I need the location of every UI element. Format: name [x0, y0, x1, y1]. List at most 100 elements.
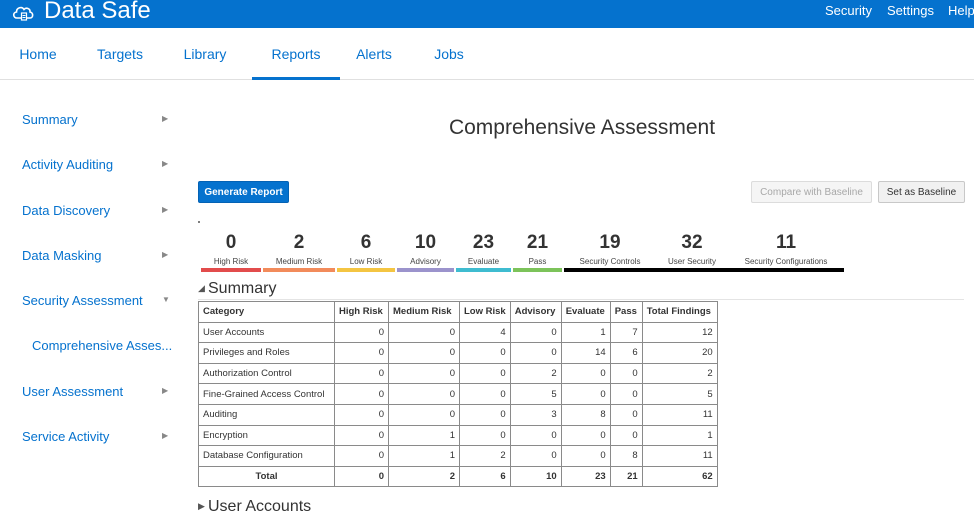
dot-marker	[198, 221, 200, 223]
table-cell: 0	[459, 342, 511, 364]
app-title: Data Safe	[44, 0, 151, 24]
chevron-right-icon: ▶	[162, 205, 169, 214]
stat-medium-risk: 2 Medium Risk	[263, 232, 335, 272]
column-header: Medium Risk	[388, 301, 460, 323]
stat-color-bar	[397, 268, 454, 272]
tab-alerts[interactable]: Alerts	[356, 46, 392, 62]
stat-pass: 21 Pass	[513, 232, 562, 272]
chevron-right-icon: ▶	[162, 159, 169, 168]
table-cell: 0	[560, 424, 611, 447]
sidebar-item-label: Comprehensive Asses...	[32, 338, 173, 353]
table-row: Fine-Grained Access Control 0 0 0 5 0 0 …	[198, 383, 718, 405]
stat-label: Medium Risk	[275, 257, 323, 266]
table-cell: 62	[641, 465, 718, 488]
set-as-baseline-button[interactable]: Set as Baseline	[878, 181, 965, 203]
stat-value: 11	[775, 232, 797, 253]
security-link[interactable]: Security	[825, 3, 872, 18]
table-cell: 2	[509, 362, 562, 385]
chevron-right-icon: ▶	[162, 250, 169, 259]
tab-reports[interactable]: Reports	[252, 28, 340, 80]
sidebar-item-label: Activity Auditing	[22, 157, 114, 172]
table-cell: 6	[609, 342, 643, 364]
top-bar: Data Safe Security Settings Help	[0, 0, 974, 28]
table-cell: 0	[609, 403, 643, 426]
settings-link[interactable]: Settings	[887, 3, 934, 18]
table-cell: 0	[334, 362, 389, 385]
sidebar-item-security-assessment[interactable]: Security Assessment ▼	[0, 287, 185, 317]
table-cell: 0	[334, 465, 389, 488]
table-cell: 12	[641, 321, 718, 344]
tab-jobs[interactable]: Jobs	[434, 46, 464, 62]
stat-label: Evaluate	[467, 257, 500, 266]
generate-report-button[interactable]: Generate Report	[198, 181, 289, 203]
sidebar-item-data-discovery[interactable]: Data Discovery ▶	[0, 197, 185, 227]
table-cell: 6	[459, 465, 511, 488]
stat-value: 21	[526, 232, 549, 253]
table-cell: 0	[560, 362, 611, 385]
column-header: Category	[198, 301, 335, 323]
tab-home[interactable]: Home	[19, 46, 57, 62]
stat-advisory: 10 Advisory	[397, 232, 454, 272]
column-header: Advisory	[509, 301, 562, 323]
sidebar-item-label: Summary	[22, 112, 78, 127]
table-cell: 5	[641, 383, 718, 405]
table-cell: 1	[388, 445, 460, 467]
table-cell: 0	[459, 362, 511, 385]
column-header: Total Findings	[641, 301, 718, 323]
table-cell: 0	[609, 424, 643, 447]
sidebar-item-data-masking[interactable]: Data Masking ▶	[0, 242, 185, 272]
table-row: Encryption 0 1 0 0 0 0 1	[198, 424, 718, 447]
sidebar-item-label: User Assessment	[22, 384, 124, 399]
table-cell: 0	[334, 424, 389, 447]
stat-value: 19	[599, 232, 621, 253]
table-cell: 8	[609, 445, 643, 467]
sidebar-item-user-assessment[interactable]: User Assessment ▶	[0, 378, 185, 408]
table-cell: Encryption	[198, 424, 335, 447]
column-header: Pass	[609, 301, 643, 323]
help-link[interactable]: Help	[948, 3, 974, 18]
table-cell: 11	[641, 445, 718, 467]
sidebar-item-label: Data Masking	[22, 248, 102, 263]
table-total-row: Total 0 2 6 10 23 21 62	[198, 465, 718, 488]
stat-color-bar	[728, 268, 844, 272]
table-cell: 0	[334, 321, 389, 344]
summary-section-header[interactable]: ◢ Summary	[198, 280, 276, 298]
table-cell: 3	[509, 403, 562, 426]
table-cell: 2	[641, 362, 718, 385]
sidebar-item-activity-auditing[interactable]: Activity Auditing ▶	[0, 151, 185, 181]
stat-low-risk: 6 Low Risk	[337, 232, 395, 272]
user-accounts-section-header[interactable]: ▶ User Accounts	[198, 498, 311, 516]
expand-triangle-icon: ▶	[198, 501, 205, 512]
table-cell: 1	[560, 321, 611, 344]
stat-label: High Risk	[213, 257, 249, 266]
table-cell: 14	[560, 342, 611, 364]
sidebar-item-service-activity[interactable]: Service Activity ▶	[0, 423, 185, 453]
table-cell: 10	[509, 465, 562, 488]
table-cell: 11	[641, 403, 718, 426]
table-cell: 0	[459, 403, 511, 426]
stat-evaluate: 23 Evaluate	[456, 232, 511, 272]
sidebar-item-label: Data Discovery	[22, 203, 111, 218]
table-cell: 0	[509, 424, 562, 447]
stat-color-bar	[456, 268, 511, 272]
column-header: Low Risk	[459, 301, 511, 323]
tab-library[interactable]: Library	[183, 46, 227, 62]
chevron-right-icon: ▶	[162, 114, 169, 123]
column-header: High Risk	[334, 301, 389, 323]
table-cell: 0	[560, 445, 611, 467]
sidebar-subitem-comprehensive-assessment[interactable]: Comprehensive Asses...	[0, 332, 185, 362]
table-cell: 1	[388, 424, 460, 447]
chevron-right-icon: ▶	[162, 431, 169, 440]
table-cell: 0	[609, 383, 643, 405]
table-cell: 5	[509, 383, 562, 405]
table-cell: Privileges and Roles	[198, 342, 335, 364]
stat-color-bar	[337, 268, 395, 272]
sidebar-item-summary[interactable]: Summary ▶	[0, 106, 185, 136]
table-cell: Authorization Control	[198, 362, 335, 385]
table-cell: 4	[459, 321, 511, 344]
stat-label: Security Configurations	[744, 257, 828, 266]
column-header: Evaluate	[560, 301, 611, 323]
table-cell: 0	[388, 383, 460, 405]
tab-targets[interactable]: Targets	[97, 46, 143, 62]
collapse-triangle-icon: ◢	[198, 283, 205, 294]
